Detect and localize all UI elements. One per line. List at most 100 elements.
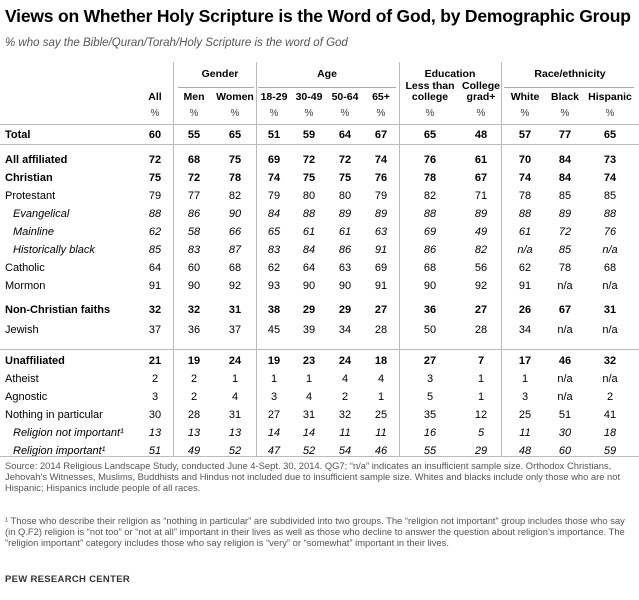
row-label: Non-Christian faiths <box>5 304 111 316</box>
row-label: Jewish <box>5 324 39 336</box>
table-cell: 1 <box>270 373 278 385</box>
table-cell: 18 <box>603 427 617 439</box>
col-head-50-64: 50-64 <box>331 91 359 103</box>
table-cell: 71 <box>474 190 488 202</box>
table-cell: 2 <box>190 373 198 385</box>
table-cell: 51 <box>558 409 572 421</box>
table-cell: 3 <box>426 373 434 385</box>
pct-65plus: % <box>376 108 386 119</box>
table-cell: 78 <box>423 172 437 184</box>
table-cell: 84 <box>558 172 572 184</box>
group-age: Age <box>317 68 337 80</box>
table-cell: 85 <box>558 244 572 256</box>
table-cell: 90 <box>187 280 201 292</box>
pct-college-grad: % <box>476 108 486 119</box>
table-cell: n/a <box>517 244 533 256</box>
row-label: Evangelical <box>13 208 70 220</box>
table-cell: 82 <box>423 190 437 202</box>
table-cell: 85 <box>148 244 162 256</box>
group-gender: Gender <box>201 68 239 80</box>
table-cell: 92 <box>228 280 242 292</box>
footnote: ¹ Those who describe their religion as “… <box>5 515 625 548</box>
table-cell: 52 <box>228 445 242 457</box>
row-label: Religion not important¹ <box>13 427 124 439</box>
table-cell: 4 <box>377 373 385 385</box>
table-cell: 37 <box>228 324 242 336</box>
row-label: Protestant <box>5 190 56 202</box>
table-cell: 31 <box>603 304 617 316</box>
table-cell: 80 <box>302 190 316 202</box>
table-cell: 74 <box>603 172 617 184</box>
table-cell: 67 <box>474 172 488 184</box>
table-cell: 93 <box>267 280 281 292</box>
col-head-white: White <box>510 91 540 103</box>
table-cell: n/a <box>602 244 618 256</box>
table-cell: n/a <box>602 324 618 336</box>
table-cell: 61 <box>518 226 532 238</box>
table-row: Atheist 2 2 1 1 1 4 4 3 1 1 n/a n/a <box>0 370 639 388</box>
table-cell: 36 <box>423 304 437 316</box>
table-cell: 13 <box>187 427 201 439</box>
table-cell: 4 <box>341 373 349 385</box>
table-cell: 72 <box>148 154 162 166</box>
table-cell: 89 <box>338 208 352 220</box>
table-row: Jewish 37 36 37 45 39 34 28 50 28 34 n/a n/a <box>0 321 639 339</box>
table-cell: 59 <box>302 129 316 141</box>
table-cell: 16 <box>423 427 437 439</box>
table-row: Religion not important¹ 13 13 13 14 14 11 11 16 5… <box>0 424 639 442</box>
table-cell: 66 <box>228 226 242 238</box>
table-cell: 84 <box>267 208 281 220</box>
table-cell: 69 <box>267 154 281 166</box>
table-cell: 38 <box>267 304 281 316</box>
table-cell: n/a <box>557 324 573 336</box>
table-cell: 54 <box>338 445 352 457</box>
table-cell: 89 <box>558 208 572 220</box>
group-race: Race/ethnicity <box>534 68 606 80</box>
group-underline-gender <box>178 87 254 88</box>
table-cell: 75 <box>228 154 242 166</box>
table-cell: 12 <box>474 409 488 421</box>
table-cell: 82 <box>474 244 488 256</box>
row-label: Mainline <box>13 226 54 238</box>
table-row: Protestant 79 77 82 79 80 80 79 82 71 78 85 85 <box>0 187 639 205</box>
table-cell: 75 <box>338 172 352 184</box>
table-cell: 65 <box>267 226 281 238</box>
table-cell: 60 <box>148 129 162 141</box>
table-cell: 51 <box>148 445 162 457</box>
table-cell: n/a <box>602 373 618 385</box>
table-cell: 76 <box>374 172 388 184</box>
table-cell: 75 <box>302 172 316 184</box>
table-cell: 25 <box>374 409 388 421</box>
col-divider <box>256 62 257 457</box>
table-cell: 27 <box>423 355 437 367</box>
table-cell: 57 <box>518 129 532 141</box>
col-head-65plus: 65+ <box>372 91 390 103</box>
pct-all: % <box>150 108 160 119</box>
table-cell: 82 <box>228 190 242 202</box>
table-cell: 7 <box>477 355 485 367</box>
table-cell: 55 <box>423 445 437 457</box>
table-cell: 87 <box>228 244 242 256</box>
table-cell: 65 <box>228 129 242 141</box>
col-head-women: Women <box>216 91 254 103</box>
table-cell: 52 <box>302 445 316 457</box>
table-row: Mormon 91 90 92 93 90 90 91 90 92 91 n/a n/a <box>0 277 639 295</box>
table-cell: 30 <box>558 427 572 439</box>
table-cell: 19 <box>267 355 281 367</box>
table-row: Non-Christian faiths 32 32 31 38 29 29 27 36 27 26… <box>0 301 639 319</box>
pct-less-than-college: % <box>425 108 435 119</box>
table-row: Unaffiliated 21 19 24 19 23 24 18 27 7 17 46 32 <box>0 352 639 370</box>
table-cell: 83 <box>187 244 201 256</box>
table-cell: 2 <box>341 391 349 403</box>
table-cell: 77 <box>558 129 572 141</box>
table-cell: 23 <box>302 355 316 367</box>
row-label: Religion important¹ <box>13 445 106 457</box>
table-row: Catholic 64 60 68 62 64 63 69 68 56 62 78 68 <box>0 259 639 277</box>
table-cell: 78 <box>228 172 242 184</box>
source-note: Source: 2014 Religious Landscape Study, … <box>5 460 621 493</box>
group-education: Education <box>424 68 476 80</box>
table-cell: 86 <box>187 208 201 220</box>
table-cell: 75 <box>148 172 162 184</box>
table-cell: 80 <box>338 190 352 202</box>
table-cell: 68 <box>423 262 437 274</box>
